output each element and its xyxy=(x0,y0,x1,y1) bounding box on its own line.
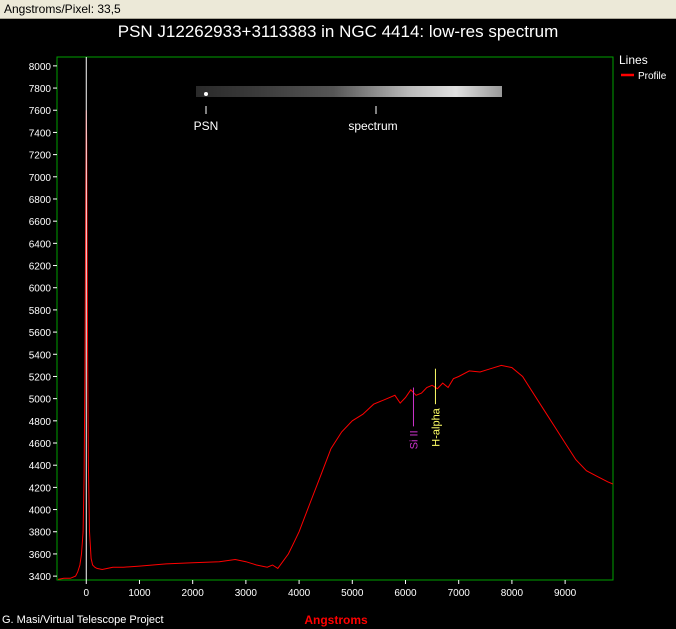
legend-title: Lines xyxy=(619,53,648,67)
y-tick-label: 8000 xyxy=(29,62,52,73)
x-tick-label: 7000 xyxy=(448,588,471,599)
y-tick-label: 5800 xyxy=(29,306,52,317)
x-tick-label: 8000 xyxy=(501,588,524,599)
x-tick-label: 1000 xyxy=(128,588,151,599)
y-tick-label: 7400 xyxy=(29,128,52,139)
psn-dot xyxy=(204,92,208,96)
annotation-label: H-alpha xyxy=(430,407,442,446)
x-tick-label: 6000 xyxy=(394,588,417,599)
y-tick-label: 6200 xyxy=(29,262,52,273)
y-tick-label: 7000 xyxy=(29,173,52,184)
y-tick-label: 4800 xyxy=(29,417,52,428)
y-tick-label: 5000 xyxy=(29,395,52,406)
y-tick-label: 6800 xyxy=(29,195,52,206)
y-tick-label: 4600 xyxy=(29,439,52,450)
spectrum-image xyxy=(196,86,502,97)
series-line-profile xyxy=(58,110,614,580)
x-axis-label: Angstroms xyxy=(304,613,368,627)
x-tick-label: 4000 xyxy=(288,588,311,599)
status-text: Angstroms/Pixel: 33,5 xyxy=(4,2,121,16)
x-tick-label: 0 xyxy=(83,588,89,599)
y-tick-label: 7600 xyxy=(29,106,52,117)
plot-frame xyxy=(56,56,614,581)
strip-label-spectrum: spectrum xyxy=(348,119,397,133)
y-tick-label: 4200 xyxy=(29,483,52,494)
credit-text: G. Masi/Virtual Telescope Project xyxy=(2,614,164,626)
y-tick-label: 6600 xyxy=(29,217,52,228)
legend: Lines Profile xyxy=(619,53,667,82)
x-tick-label: 3000 xyxy=(235,588,258,599)
strip-label-psn: PSN xyxy=(194,119,219,133)
y-tick-label: 7800 xyxy=(29,84,52,95)
chart-title: PSN J12262933+3113383 in NGC 4414: low-r… xyxy=(117,22,559,41)
spectrum-strip: PSN spectrum xyxy=(194,86,502,133)
y-tick-label: 7200 xyxy=(29,151,52,162)
x-tick-label: 9000 xyxy=(554,588,577,599)
annotation-label: Si II xyxy=(408,430,420,449)
y-tick-label: 4400 xyxy=(29,461,52,472)
y-tick-label: 5400 xyxy=(29,350,52,361)
y-tick-label: 3400 xyxy=(29,572,52,583)
y-tick-label: 3800 xyxy=(29,528,52,539)
y-tick-label: 3600 xyxy=(29,550,52,561)
y-tick-label: 5200 xyxy=(29,372,52,383)
status-bar: Angstroms/Pixel: 33,5 xyxy=(0,0,676,19)
x-tick-label: 5000 xyxy=(341,588,364,599)
y-tick-label: 6400 xyxy=(29,239,52,250)
y-tick-label: 6000 xyxy=(29,284,52,295)
y-tick-label: 5600 xyxy=(29,328,52,339)
y-tick-label: 4000 xyxy=(29,506,52,517)
legend-entry-profile: Profile xyxy=(638,71,667,82)
x-tick-label: 2000 xyxy=(182,588,205,599)
